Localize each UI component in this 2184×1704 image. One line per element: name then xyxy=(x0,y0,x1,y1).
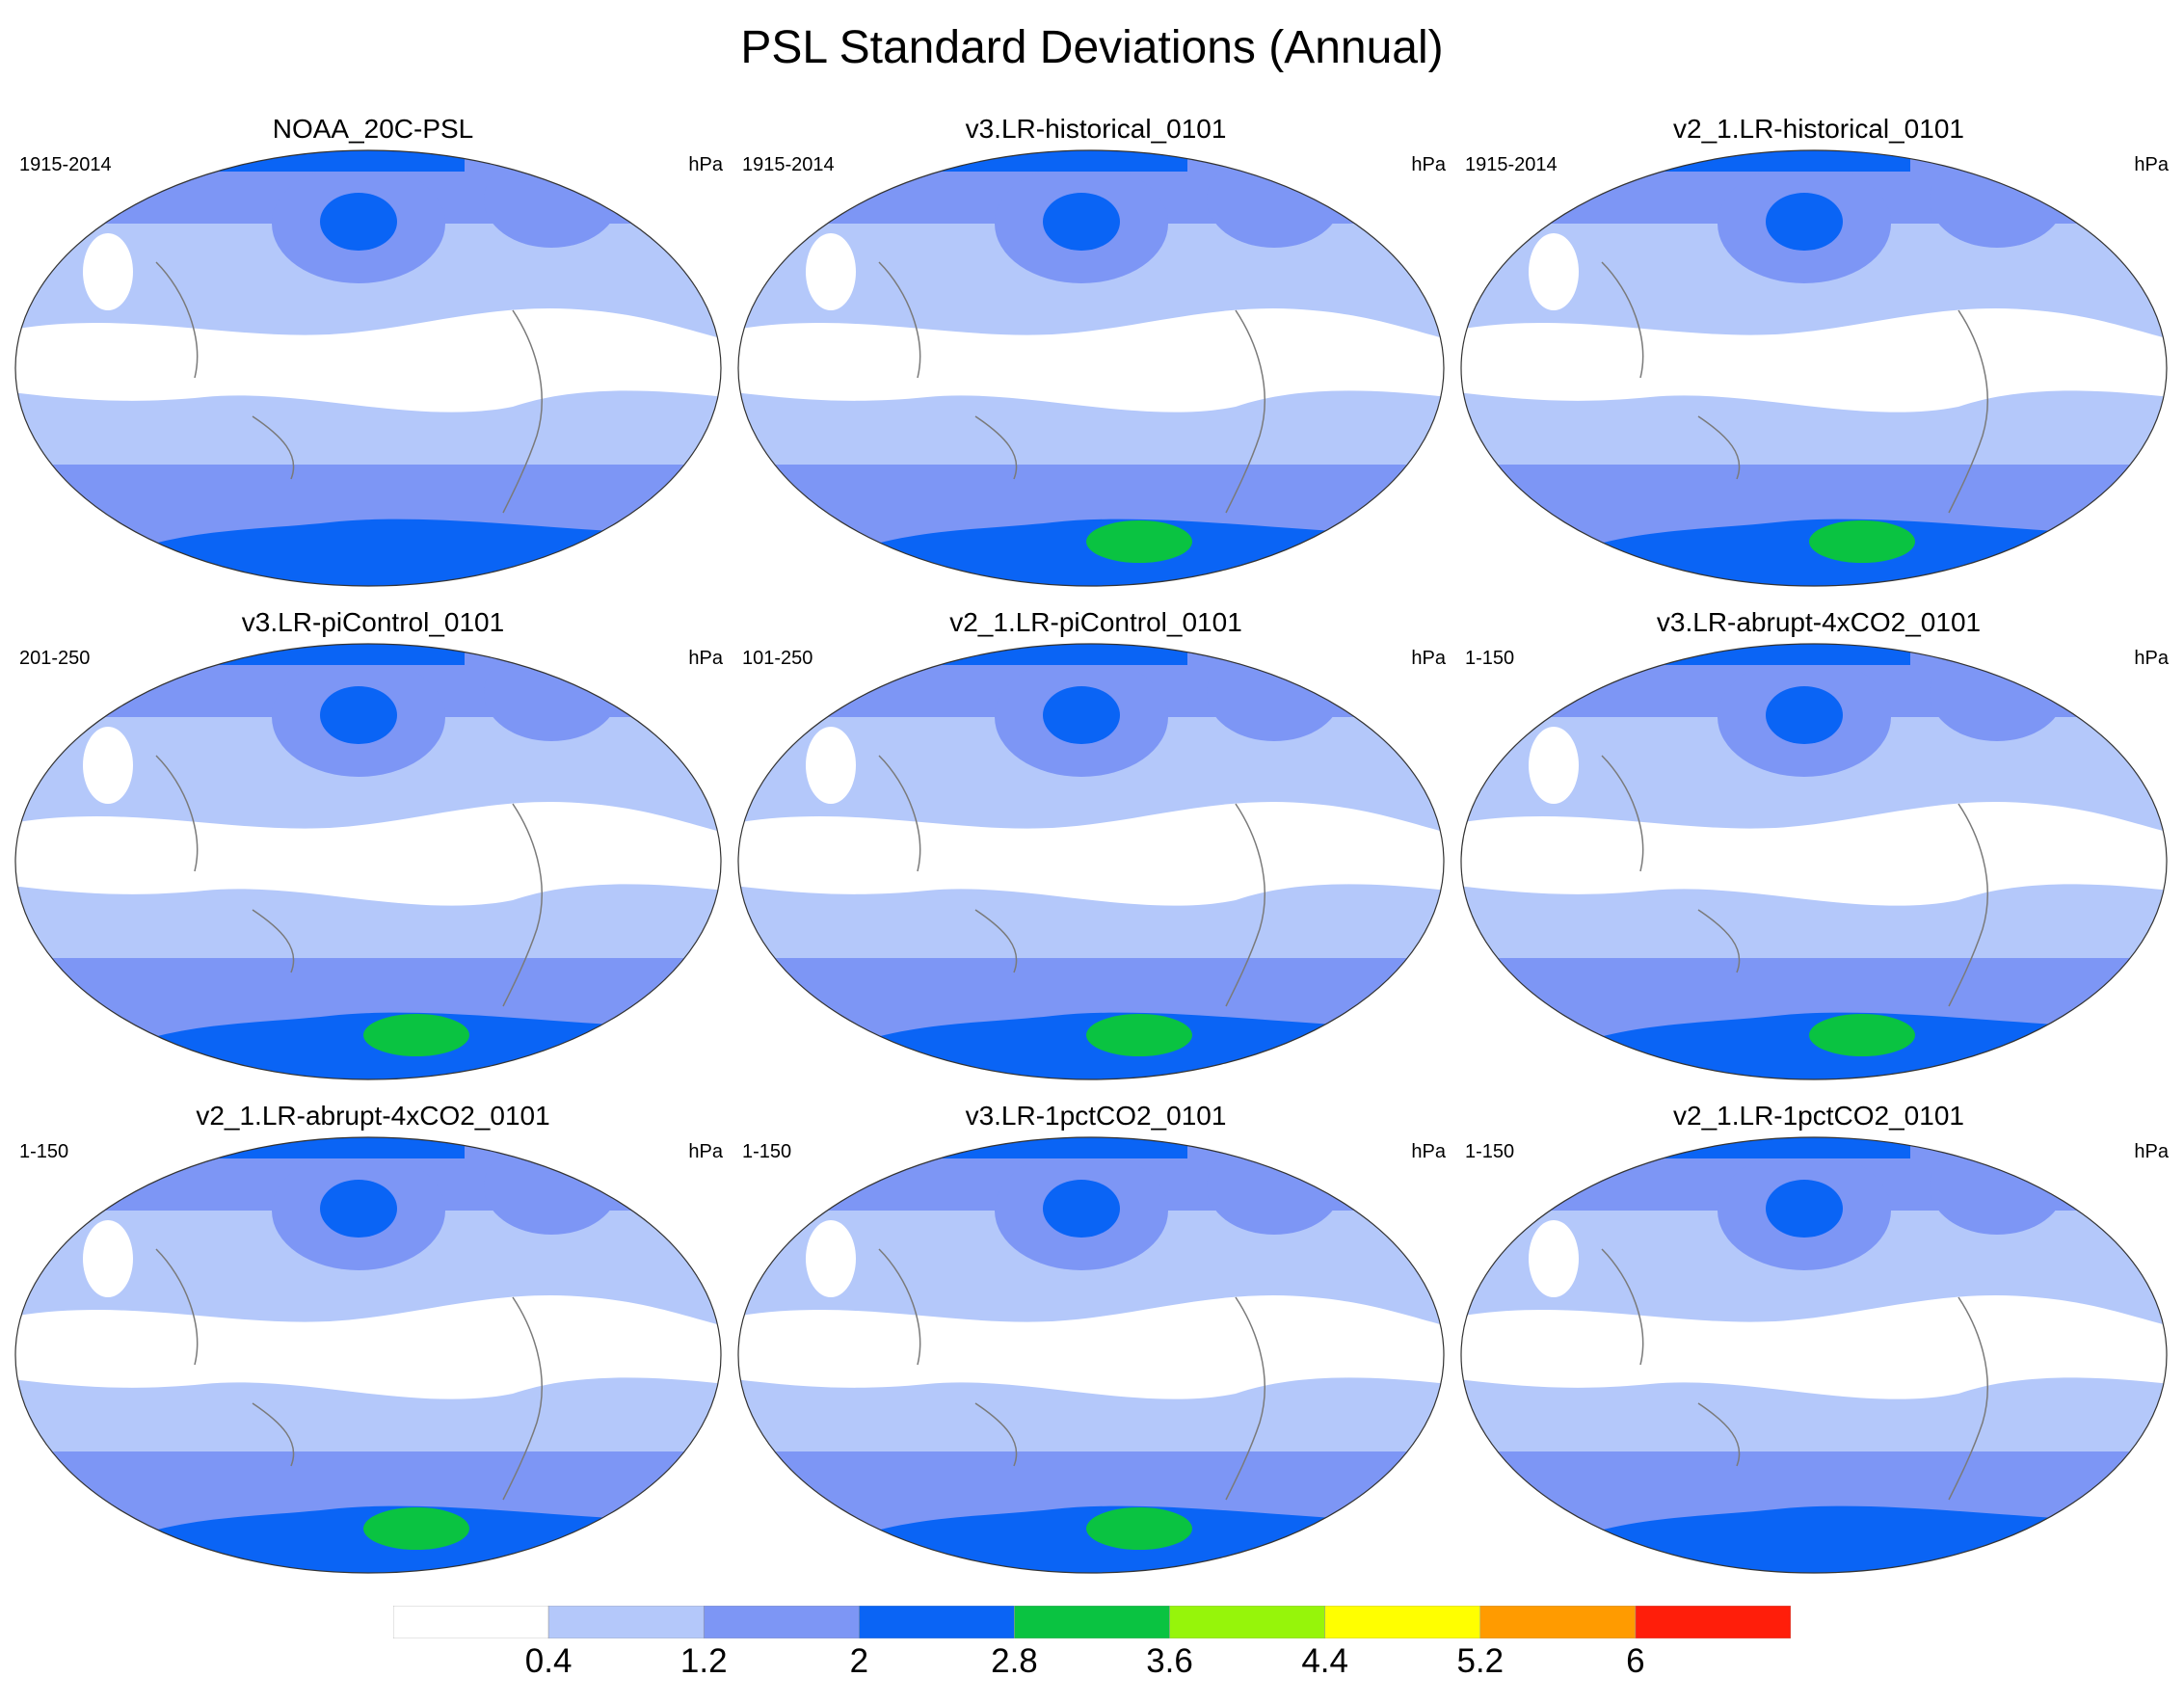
contour-map xyxy=(1460,149,2168,587)
contour-map xyxy=(14,149,722,587)
coastline xyxy=(1601,755,1988,1007)
contour-map xyxy=(14,1136,722,1574)
map-panel: v2_1.LR-1pctCO2_0101 1-150 hPa xyxy=(1457,1101,2180,1574)
panel-title: v2_1.LR-abrupt-4xCO2_0101 xyxy=(196,1101,550,1131)
contour-map xyxy=(1460,1136,2168,1574)
contour-map xyxy=(737,1136,1445,1574)
panel-title: v3.LR-abrupt-4xCO2_0101 xyxy=(1656,607,1982,637)
panel-title: v3.LR-1pctCO2_0101 xyxy=(965,1101,1227,1131)
panel-period: 101-250 xyxy=(742,648,813,669)
panel-period: 1915-2014 xyxy=(742,154,835,175)
colorbar-bin xyxy=(1479,1606,1637,1638)
colorbar-tick-label: 2.8 xyxy=(991,1642,1038,1680)
map-panel: v2_1.LR-abrupt-4xCO2_0101 1-150 hPa xyxy=(12,1101,734,1574)
colorbar-tick-label: 3.6 xyxy=(1146,1642,1193,1680)
panel-title: v2_1.LR-piControl_0101 xyxy=(949,607,1242,637)
panel-unit: hPa xyxy=(1411,648,1446,669)
map-panel: v3.LR-abrupt-4xCO2_0101 1-150 hPa xyxy=(1457,607,2180,1080)
colorbar-tick-label: 2 xyxy=(849,1642,869,1680)
coastline xyxy=(878,1248,1265,1501)
contour-map xyxy=(737,643,1445,1080)
colorbar-tick-label: 0.4 xyxy=(524,1642,573,1680)
colorbar-tick-label: 5.2 xyxy=(1456,1642,1505,1680)
coastline xyxy=(878,261,1265,514)
panel-unit: hPa xyxy=(2134,1141,2169,1162)
panel-unit: hPa xyxy=(1411,1141,1446,1162)
panel-period: 1-150 xyxy=(19,1141,69,1162)
figure-title: PSL Standard Deviations (Annual) xyxy=(740,22,1444,73)
coastline xyxy=(155,261,543,514)
colorbar-tick-label: 4.4 xyxy=(1301,1642,1348,1680)
colorbar-bin xyxy=(703,1606,860,1638)
panel-period: 1-150 xyxy=(1465,648,1515,669)
panel-unit: hPa xyxy=(1411,154,1446,175)
colorbar-bin xyxy=(1169,1606,1325,1638)
panel-title: v3.LR-historical_0101 xyxy=(965,114,1227,144)
coastline xyxy=(1601,261,1988,514)
panel-title: v2_1.LR-historical_0101 xyxy=(1673,114,1964,144)
panel-period: 201-250 xyxy=(19,648,91,669)
colorbar-tick-label: 1.2 xyxy=(679,1642,728,1680)
contour-map xyxy=(1460,643,2168,1080)
panel-unit: hPa xyxy=(2134,648,2169,669)
contour-map xyxy=(14,643,722,1080)
coastline xyxy=(1601,1248,1988,1501)
coastline xyxy=(155,755,543,1007)
map-panel: v2_1.LR-piControl_0101 101-250 hPa xyxy=(734,607,1457,1080)
colorbar-bin xyxy=(1014,1606,1170,1638)
map-panel: v2_1.LR-historical_0101 1915-2014 hPa xyxy=(1457,114,2180,587)
panel-period: 1915-2014 xyxy=(1465,154,1558,175)
coastline xyxy=(155,1248,543,1501)
contour-map xyxy=(737,149,1445,587)
panel-unit: hPa xyxy=(688,154,723,175)
panel-unit: hPa xyxy=(688,1141,723,1162)
colorbar-tick-label: 6 xyxy=(1626,1642,1645,1680)
colorbar-bin xyxy=(393,1606,549,1638)
panel-period: 1-150 xyxy=(742,1141,792,1162)
colorbar xyxy=(393,1606,1791,1638)
panel-period: 1915-2014 xyxy=(19,154,112,175)
map-panel: v3.LR-historical_0101 1915-2014 hPa xyxy=(734,114,1457,587)
panel-period: 1-150 xyxy=(1465,1141,1515,1162)
map-panel: v3.LR-1pctCO2_0101 1-150 hPa xyxy=(734,1101,1457,1574)
panel-title: NOAA_20C-PSL xyxy=(272,114,474,144)
colorbar-bin xyxy=(547,1606,705,1638)
map-panel: v3.LR-piControl_0101 201-250 hPa xyxy=(12,607,734,1080)
panel-title: v2_1.LR-1pctCO2_0101 xyxy=(1673,1101,1964,1131)
panel-unit: hPa xyxy=(2134,154,2169,175)
colorbar-bin xyxy=(1324,1606,1481,1638)
coastline xyxy=(878,755,1265,1007)
map-panel: NOAA_20C-PSL 1915-2014 hPa xyxy=(12,114,734,587)
panel-title: v3.LR-piControl_0101 xyxy=(241,607,505,637)
panel-unit: hPa xyxy=(688,648,723,669)
colorbar-bin xyxy=(1635,1606,1791,1638)
colorbar-bin xyxy=(859,1606,1015,1638)
